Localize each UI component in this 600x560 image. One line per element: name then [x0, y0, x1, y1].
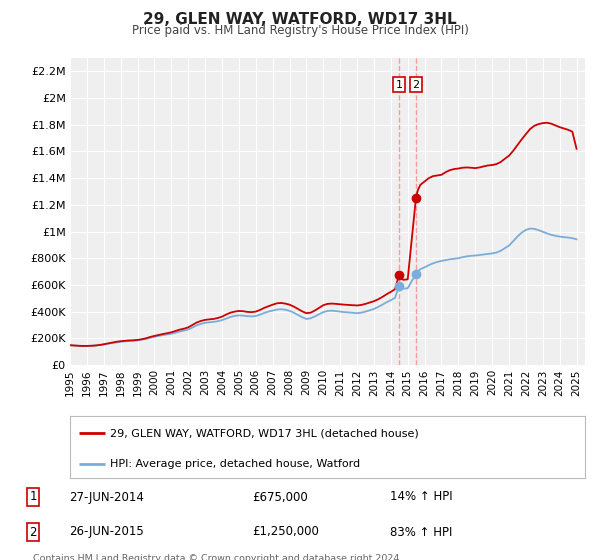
Text: 2: 2 [29, 525, 37, 539]
Text: 27-JUN-2014: 27-JUN-2014 [69, 491, 144, 503]
Text: 26-JUN-2015: 26-JUN-2015 [69, 525, 144, 539]
Text: HPI: Average price, detached house, Watford: HPI: Average price, detached house, Watf… [110, 459, 360, 469]
Text: 1: 1 [395, 80, 403, 90]
Text: 83% ↑ HPI: 83% ↑ HPI [390, 525, 452, 539]
Text: 1: 1 [29, 491, 37, 503]
Text: 2: 2 [412, 80, 419, 90]
Text: 14% ↑ HPI: 14% ↑ HPI [390, 491, 452, 503]
Text: £675,000: £675,000 [252, 491, 308, 503]
Text: £1,250,000: £1,250,000 [252, 525, 319, 539]
Text: 29, GLEN WAY, WATFORD, WD17 3HL: 29, GLEN WAY, WATFORD, WD17 3HL [143, 12, 457, 27]
Text: Contains HM Land Registry data © Crown copyright and database right 2024.: Contains HM Land Registry data © Crown c… [33, 554, 403, 560]
Text: Price paid vs. HM Land Registry's House Price Index (HPI): Price paid vs. HM Land Registry's House … [131, 24, 469, 37]
Text: 29, GLEN WAY, WATFORD, WD17 3HL (detached house): 29, GLEN WAY, WATFORD, WD17 3HL (detache… [110, 428, 419, 438]
